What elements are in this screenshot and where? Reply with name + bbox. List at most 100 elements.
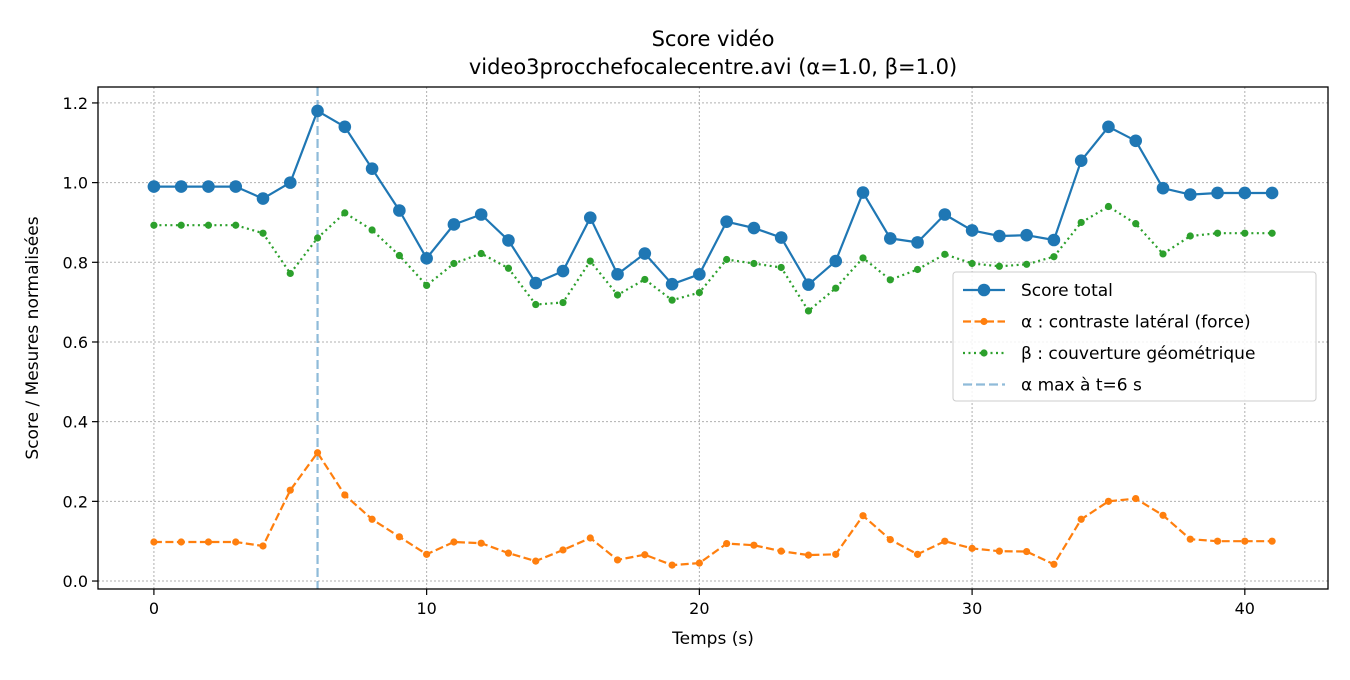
series-score-total-point bbox=[474, 208, 488, 221]
series-alpha-point bbox=[559, 546, 567, 554]
series-score-total-point bbox=[747, 221, 761, 235]
series-score-total-point bbox=[311, 104, 324, 118]
series-score-total-point bbox=[883, 232, 897, 245]
series-alpha-point bbox=[286, 486, 294, 494]
series-alpha-point bbox=[723, 539, 731, 548]
y-tick-label: 1.2 bbox=[63, 94, 88, 113]
series-beta-point bbox=[1132, 220, 1140, 228]
series-score-total-point bbox=[365, 162, 379, 175]
series-score-total-point bbox=[202, 180, 215, 193]
series-beta-point bbox=[913, 265, 922, 274]
series-alpha-point bbox=[859, 512, 867, 520]
series-beta-point bbox=[695, 288, 703, 297]
series-score-total-point bbox=[965, 224, 979, 237]
series-beta-point bbox=[395, 251, 403, 260]
series-beta-point bbox=[668, 296, 676, 304]
chart-subtitle: video3procchefocalecentre.avi (α=1.0, β=… bbox=[469, 55, 957, 79]
series-alpha bbox=[150, 449, 1276, 569]
series-beta-point bbox=[286, 269, 294, 278]
series-score-total-point bbox=[283, 176, 297, 189]
series-score-total-point bbox=[1129, 134, 1143, 148]
series-beta-point bbox=[613, 291, 622, 299]
series-score-total-point bbox=[665, 277, 679, 291]
series-score-total-point bbox=[174, 180, 188, 193]
x-axis-label: Temps (s) bbox=[671, 629, 754, 649]
series-alpha-point bbox=[504, 549, 513, 557]
series-score-total-point bbox=[256, 192, 270, 205]
series-alpha-point bbox=[313, 449, 322, 457]
y-tick-label: 1.0 bbox=[63, 174, 88, 193]
series-score-total-point bbox=[1238, 186, 1252, 200]
series-beta-point bbox=[477, 249, 485, 258]
series-beta-point bbox=[259, 229, 267, 237]
series-beta-point bbox=[859, 254, 867, 262]
legend-entry-score-total-marker bbox=[977, 283, 991, 297]
legend-entry-beta: β : couverture géométrique bbox=[963, 344, 1255, 364]
series-alpha-point bbox=[232, 538, 240, 546]
series-alpha-point bbox=[886, 535, 894, 544]
series-beta-point bbox=[450, 259, 458, 268]
series-score-total bbox=[147, 104, 1279, 291]
series-alpha-point bbox=[177, 538, 185, 546]
series-alpha-point bbox=[941, 537, 949, 545]
x-tick-label: 20 bbox=[689, 599, 709, 618]
y-axis-label: Score / Mesures normalisées bbox=[23, 216, 43, 459]
legend-entry-vline: α max à t=6 s bbox=[963, 376, 1142, 396]
series-score-total-point bbox=[1265, 186, 1279, 200]
series-score-total-point bbox=[856, 186, 870, 199]
series-score-total-point bbox=[720, 215, 733, 228]
ticks: 0 10 20 30 40 0.0 0.2 0.4 0.6 0.8 1.0 1.2 bbox=[63, 94, 1255, 618]
legend-entry-alpha: α : contraste latéral (force) bbox=[963, 313, 1251, 333]
series-alpha-point bbox=[532, 557, 540, 565]
series-beta-point bbox=[750, 259, 758, 268]
series-alpha-point bbox=[750, 541, 758, 549]
series-score-total-point bbox=[1074, 154, 1088, 168]
series-score-total-point bbox=[583, 211, 597, 224]
series-beta-point bbox=[423, 281, 431, 290]
y-tick-label: 0.6 bbox=[63, 333, 88, 352]
series-alpha-point bbox=[832, 550, 840, 558]
x-tick-label: 10 bbox=[416, 599, 436, 618]
series-alpha-point bbox=[1104, 497, 1113, 505]
series-score-total-point bbox=[420, 252, 433, 265]
series-alpha-point bbox=[668, 561, 676, 569]
series-alpha-point bbox=[1241, 537, 1249, 545]
series-beta-point bbox=[504, 264, 513, 272]
y-tick-label: 0.4 bbox=[63, 413, 88, 432]
series-alpha-point bbox=[913, 550, 922, 558]
series-beta-point bbox=[559, 298, 567, 307]
series-beta-point bbox=[341, 209, 349, 217]
series-beta-point bbox=[641, 275, 649, 284]
series-beta-point bbox=[995, 262, 1003, 270]
series-alpha-point bbox=[450, 538, 458, 546]
series-score-total-point bbox=[229, 180, 243, 193]
y-tick-label: 0.8 bbox=[63, 253, 88, 272]
series-beta-point bbox=[232, 221, 240, 229]
x-tick-label: 0 bbox=[149, 599, 159, 618]
series-score-total-point bbox=[1102, 120, 1115, 134]
series-beta-point bbox=[1241, 229, 1249, 237]
series-score-total-point bbox=[502, 234, 515, 247]
chart-title: Score vidéo bbox=[652, 27, 775, 51]
series-beta-point bbox=[1268, 229, 1276, 237]
series-score-total-point bbox=[147, 180, 161, 193]
series-alpha-point bbox=[423, 550, 431, 558]
legend-entry-vline-label: α max à t=6 s bbox=[1021, 376, 1142, 396]
series-beta-point bbox=[968, 259, 976, 268]
series-beta-point bbox=[368, 226, 376, 234]
series-score-total-point bbox=[393, 204, 406, 217]
legend-box bbox=[952, 271, 1317, 402]
series-beta-point bbox=[177, 221, 185, 229]
series-beta-point bbox=[150, 221, 158, 229]
series-score-total-point bbox=[1156, 181, 1170, 195]
series-beta-point bbox=[832, 284, 840, 292]
series-alpha-point bbox=[368, 515, 376, 523]
series-alpha-point bbox=[1132, 494, 1140, 503]
series-alpha-point bbox=[804, 551, 813, 559]
series-alpha-point bbox=[1213, 537, 1222, 545]
series-beta-point bbox=[1023, 260, 1031, 268]
plot-frame bbox=[97, 86, 1329, 590]
series-alpha-point bbox=[150, 538, 158, 546]
series-score-total-point bbox=[911, 236, 924, 249]
